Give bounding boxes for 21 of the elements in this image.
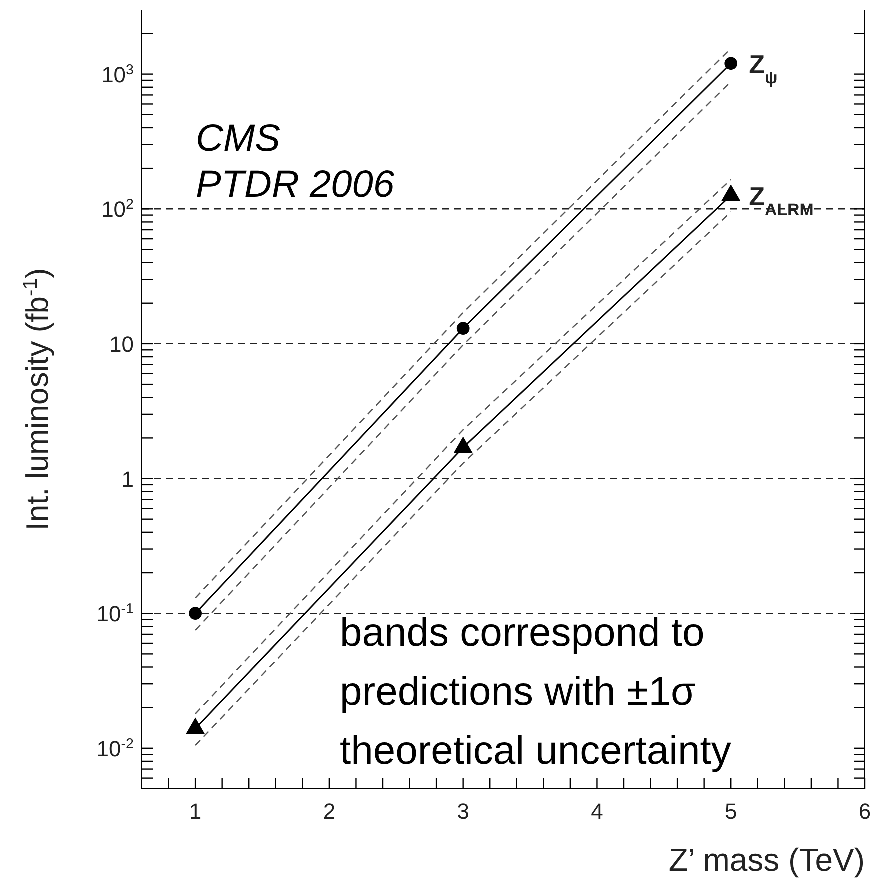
x-tick-label: 4 — [591, 799, 604, 824]
point — [454, 437, 472, 454]
y-tick-label: 10$^{-1}$ — [96, 602, 134, 627]
point — [186, 718, 205, 734]
x-tick-label: 1 — [189, 799, 202, 824]
annotation: bands correspond to predictions with ±1σ theoretical uncertainty — [340, 610, 732, 775]
y-tick-label: 1 — [122, 466, 134, 492]
y-tick-label: 10$^{-2}$ — [96, 736, 134, 762]
x-axis-title: Z’ mass (TeV) — [668, 842, 865, 878]
x-tick-label: 6 — [858, 799, 872, 824]
point — [456, 322, 470, 336]
x-tick-label: 5 — [724, 799, 738, 824]
legend-label: Z$_{ALRM}$ — [749, 182, 814, 220]
y-tick-label: 10$^{2}$ — [102, 197, 134, 222]
y-tick-label: 10$^{3}$ — [102, 62, 134, 88]
series-label: Z$_{ψ}$ — [749, 50, 778, 88]
point — [724, 57, 738, 70]
y-tick-label: 10 — [110, 332, 134, 357]
x-tick-label: 2 — [323, 799, 336, 824]
x-tick-label: 3 — [457, 799, 470, 824]
annotation: CMS PTDR 2006 — [196, 117, 395, 208]
